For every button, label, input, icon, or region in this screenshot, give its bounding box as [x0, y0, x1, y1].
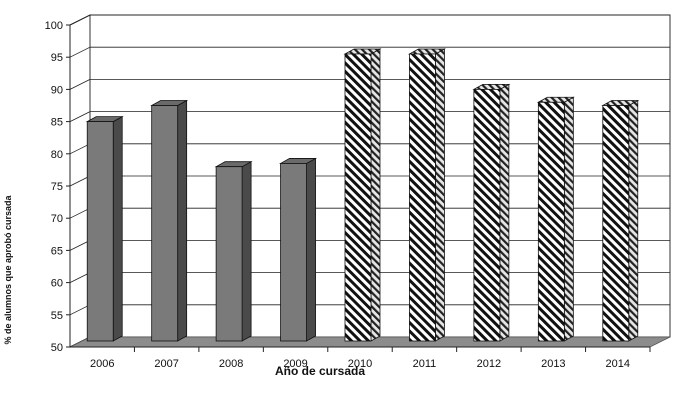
bar-2006 [85, 115, 124, 342]
gridline-diagonal [69, 240, 91, 251]
bar-side [370, 48, 381, 342]
x-tick-label: 2013 [541, 358, 565, 370]
y-tick-label: 50 [51, 342, 63, 354]
bar-side [499, 83, 510, 342]
bar-2008 [214, 161, 253, 342]
bar-2014 [601, 99, 640, 342]
y-tick-label: 75 [51, 181, 63, 193]
bar-side [628, 99, 639, 342]
y-tick-label: 65 [51, 245, 63, 257]
bar-front [215, 166, 243, 342]
bar-2013 [536, 96, 575, 342]
x-tick-label: 2008 [219, 358, 243, 370]
y-tick-label: 80 [51, 149, 63, 161]
x-tick-label: 2014 [606, 358, 630, 370]
bar-front [409, 53, 436, 342]
y-axis-ticks: 50 55 60 65 70 75 80 85 90 95 100 [45, 20, 70, 354]
bar-side [177, 99, 188, 342]
gridline-diagonal [69, 14, 91, 26]
bar-front [280, 163, 307, 342]
y-tick-label: 60 [51, 278, 63, 290]
bar-2010 [343, 48, 382, 342]
bar-front [86, 121, 114, 342]
bar-2009 [279, 157, 318, 342]
bar-front [344, 53, 372, 342]
y-tick-label: 70 [51, 213, 63, 225]
bars [85, 48, 640, 342]
bar-2012 [472, 83, 511, 342]
y-axis-title: % de alumnos que aprobó cursada [3, 194, 13, 344]
y-tick-label: 55 [51, 310, 63, 322]
x-tick-label: 2010 [348, 358, 372, 370]
gridline-diagonal [69, 111, 91, 122]
bar-front [473, 89, 501, 342]
bar-side [563, 96, 574, 342]
bar-front [602, 105, 630, 342]
y-tick-label: 100 [45, 20, 63, 32]
bar-front [151, 105, 179, 342]
gridline-diagonal [69, 46, 91, 58]
bar-2007 [150, 99, 189, 342]
x-tick-label: 2011 [413, 358, 437, 370]
y-tick-label: 90 [51, 84, 63, 96]
x-tick-label: 2006 [90, 358, 114, 370]
gridline-diagonal [69, 304, 91, 316]
y-tick-label: 85 [51, 117, 63, 129]
bar-side [112, 115, 123, 342]
gridline-diagonal [69, 143, 91, 155]
x-axis-ticks: 2006 2007 2008 2009 2010 2011 2012 2013 2014 [90, 347, 651, 370]
gridline-diagonal [69, 175, 91, 187]
gridline-diagonal [69, 272, 91, 283]
gridline-diagonal [69, 207, 91, 219]
bar-front [537, 101, 565, 342]
bar-side [306, 157, 316, 342]
x-tick-label: 2007 [154, 358, 178, 370]
x-axis-title: Año de cursada [275, 364, 365, 378]
gridline-diagonal [69, 79, 91, 90]
y-tick-label: 95 [51, 52, 63, 64]
bar-side [241, 161, 252, 342]
bar-side [435, 48, 445, 342]
x-tick-label: 2009 [283, 358, 307, 370]
bar-2011 [407, 48, 446, 342]
x-tick-label: 2012 [477, 358, 501, 370]
